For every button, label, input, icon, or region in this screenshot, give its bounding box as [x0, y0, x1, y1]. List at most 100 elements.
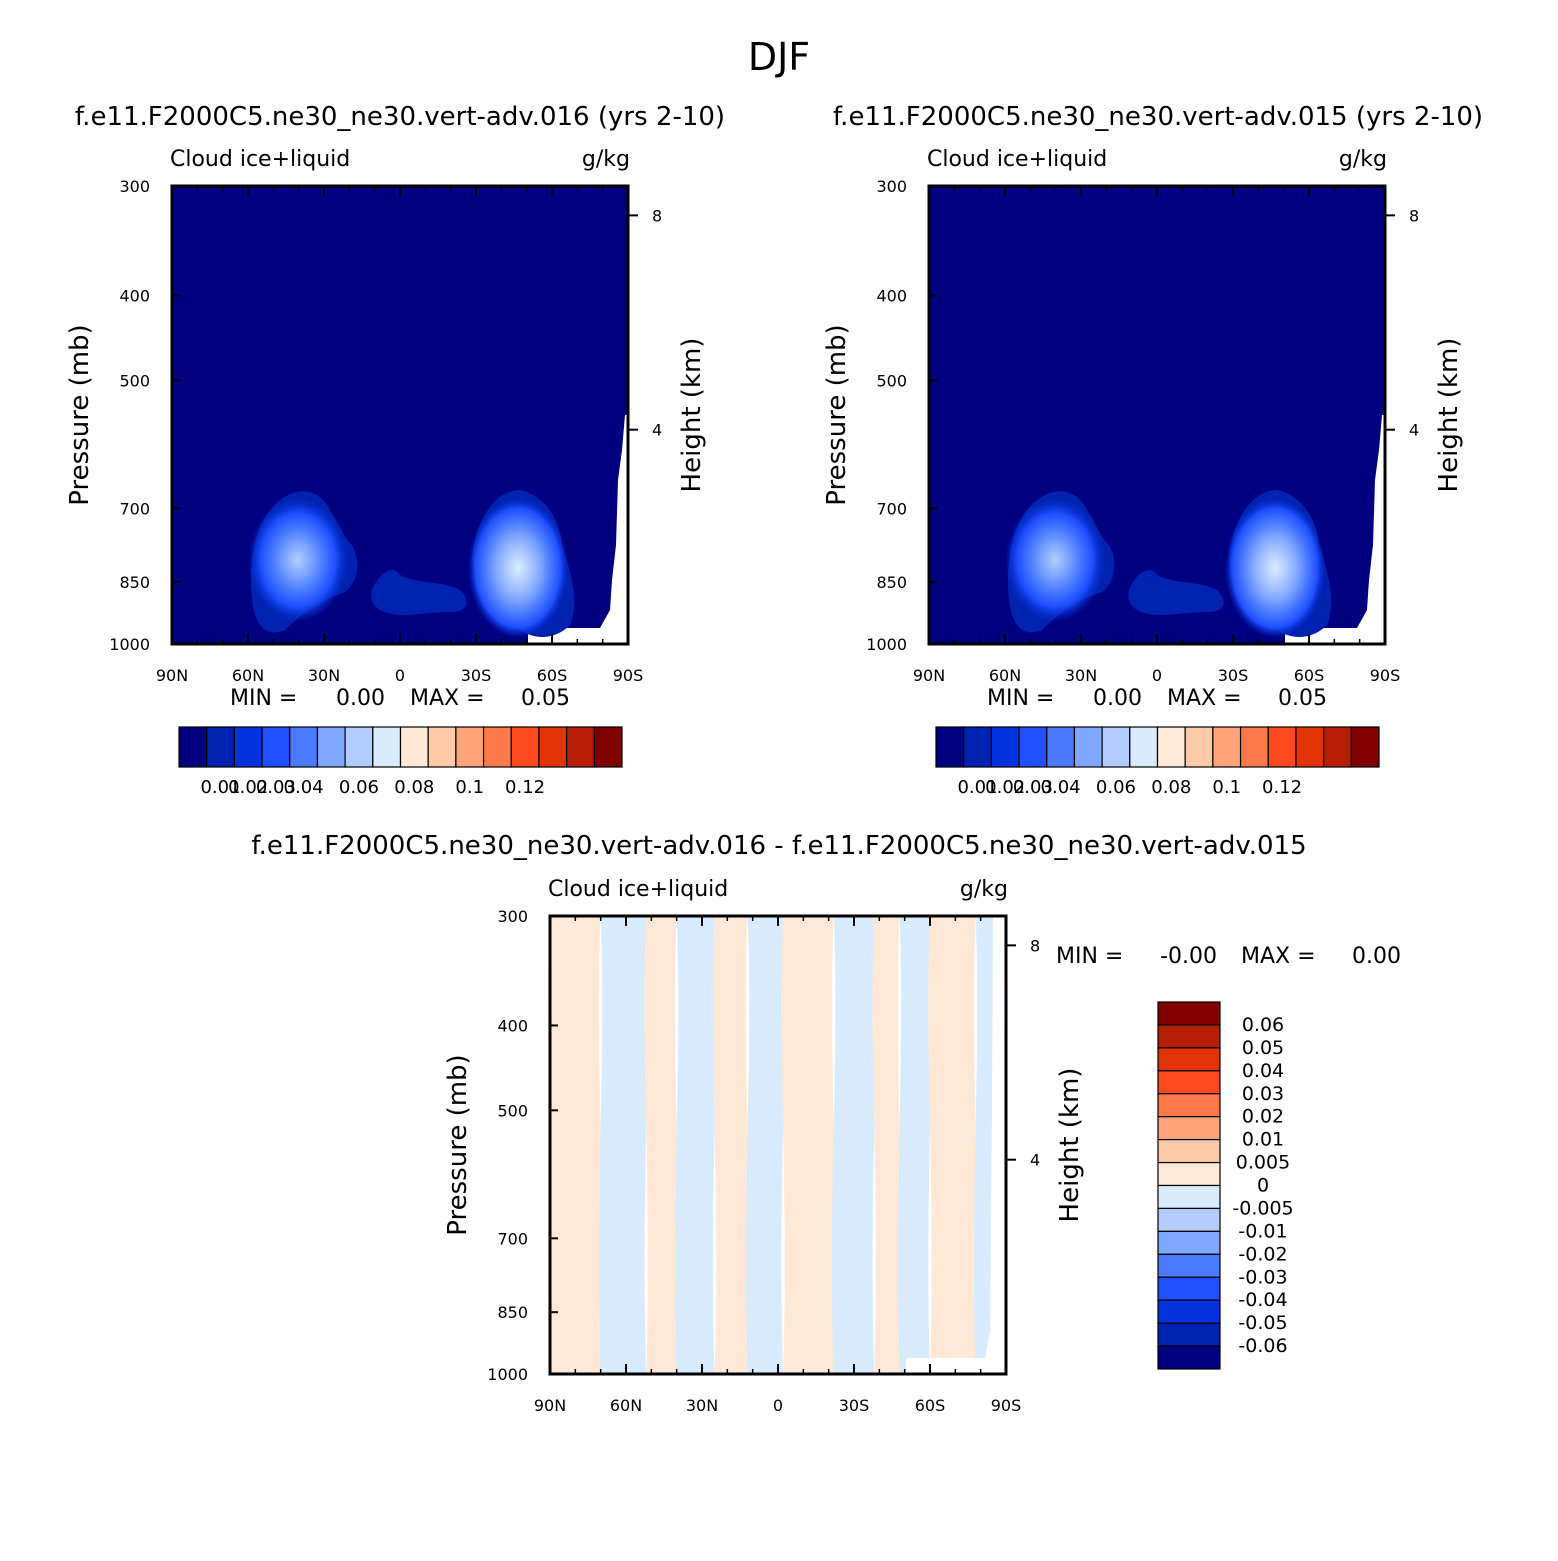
- colorbar-swatch: [1018, 726, 1048, 768]
- diff-band: [598, 916, 648, 1374]
- missing-data-mask: [1285, 415, 1385, 644]
- missing-data-mask: [528, 415, 628, 644]
- units-label: g/kg: [960, 877, 1008, 902]
- colorbar-label: 0.01: [957, 777, 997, 798]
- colorbar-label: 0.03: [1013, 777, 1053, 798]
- colorbar-swatch: [344, 726, 374, 768]
- colorbar-label: 0.04: [1041, 777, 1081, 798]
- colorbar-label: 0.12: [1262, 777, 1302, 798]
- colorbar-swatch: [566, 726, 595, 768]
- colorbar-label: 0.02: [228, 777, 268, 798]
- colorbar-swatch: [1157, 1001, 1221, 1026]
- colorbar-label: 0.005: [1236, 1152, 1290, 1174]
- x-tick-label: 90N: [534, 1396, 566, 1415]
- y-tick-label: 700: [497, 1229, 528, 1248]
- colorbar-swatch: [1239, 726, 1269, 768]
- colorbar-swatch: [1157, 1116, 1221, 1141]
- diff-band: [644, 916, 679, 1374]
- colorbar-swatch: [963, 726, 992, 768]
- colorbar-label: 0.12: [505, 777, 545, 798]
- colorbar: 0.010.020.030.04 0.06 0.08 0.1 0.12: [178, 726, 623, 798]
- diff-band: [897, 916, 932, 1374]
- x-tick-label: 60N: [232, 666, 264, 685]
- variable-label: Cloud ice+liquid: [927, 147, 1107, 172]
- min-value: -0.00: [1160, 944, 1217, 969]
- units-label: g/kg: [1339, 147, 1387, 172]
- colorbar-label: 0.05: [1242, 1037, 1284, 1059]
- min-label: MIN =: [230, 686, 297, 711]
- diff-band: [781, 916, 836, 1374]
- colorbar-swatch: [1157, 1139, 1221, 1164]
- colorbar-label: 0.06: [339, 777, 379, 798]
- colorbar-swatch: [1073, 726, 1103, 768]
- units-label: g/kg: [582, 147, 630, 172]
- colorbar-label: 0.02: [1242, 1106, 1284, 1128]
- colorbar-swatch: [455, 726, 485, 768]
- colorbar-label: -0.01: [1238, 1220, 1287, 1242]
- min-value: 0.00: [1093, 686, 1142, 711]
- colorbar-label: -0.005: [1232, 1197, 1293, 1219]
- colorbar-swatch: [1157, 1230, 1221, 1255]
- colorbar-swatch: [1157, 1161, 1221, 1187]
- y-tick-label: 700: [119, 499, 150, 518]
- colorbar-swatch: [1157, 1345, 1221, 1370]
- panel-title: f.e11.F2000C5.ne30_ne30.vert-adv.015 (yr…: [833, 102, 1483, 132]
- x-tick-label: 0: [773, 1396, 783, 1415]
- colorbar-label: 0.04: [1242, 1060, 1284, 1082]
- y2-tick-label: 4: [652, 421, 662, 440]
- diff-band: [928, 916, 978, 1374]
- y-tick-label: 400: [876, 286, 907, 305]
- colorbar: 0.010.020.030.04 0.06 0.08 0.1 0.12: [935, 726, 1380, 798]
- diff-band: [745, 916, 785, 1374]
- colorbar-label: 0.08: [394, 777, 434, 798]
- x-tick-label: 90N: [156, 666, 188, 685]
- colorbar-label: -0.02: [1238, 1243, 1287, 1265]
- colorbar-swatch: [482, 726, 512, 768]
- panel-left: f.e11.F2000C5.ne30_ne30.vert-adv.016 (yr…: [65, 102, 725, 798]
- colorbar-swatch: [538, 726, 568, 768]
- y2-tick-label: 8: [1409, 206, 1419, 225]
- colorbar-swatch: [1184, 726, 1214, 768]
- x-tick-label: 60N: [989, 666, 1021, 685]
- diff-band: [872, 916, 902, 1374]
- y-tick-label: 1000: [109, 635, 150, 654]
- colorbar-label: -0.04: [1238, 1289, 1287, 1311]
- x-tick-label: 30S: [839, 1396, 870, 1415]
- colorbar-swatch: [510, 726, 540, 768]
- colorbar-swatch: [1212, 726, 1242, 768]
- y-tick-label: 300: [497, 907, 528, 926]
- colorbar-swatch: [1295, 726, 1325, 768]
- max-label: MAX =: [1241, 944, 1316, 969]
- colorbar-swatch: [1157, 1322, 1221, 1347]
- ylabel: Pressure (mb): [822, 324, 852, 505]
- diff-band: [832, 916, 876, 1374]
- x-tick-label: 30N: [686, 1396, 718, 1415]
- plot-field: [929, 186, 1385, 644]
- max-value: 0.05: [1278, 686, 1327, 711]
- y2-tick-label: 4: [1409, 421, 1419, 440]
- colorbar-label: 0.03: [256, 777, 296, 798]
- colorbar: 0.060.050.040.030.020.010.0050-0.005-0.0…: [1157, 1001, 1294, 1370]
- colorbar-swatch: [427, 726, 457, 768]
- colorbar-label: 0.01: [1242, 1129, 1284, 1151]
- axis-layer: 90N 60N 30N 0 30S 60S 90S 300 400 500 700 850 1000 8 4: [109, 177, 662, 685]
- variable-label: Cloud ice+liquid: [170, 147, 350, 172]
- panel-right: f.e11.F2000C5.ne30_ne30.vert-adv.015 (yr…: [822, 102, 1483, 798]
- colorbar-swatch: [1157, 1299, 1221, 1324]
- min-label: MIN =: [987, 686, 1054, 711]
- colorbar-label: 0.03: [1242, 1083, 1284, 1105]
- colorbar-swatch: [1267, 726, 1297, 768]
- min-label: MIN =: [1056, 944, 1123, 969]
- colorbar-swatch: [1156, 726, 1186, 768]
- missing-data-mask: [906, 916, 1006, 1374]
- ylabel-right: Height (km): [677, 338, 707, 493]
- x-tick-label: 60N: [610, 1396, 642, 1415]
- y-tick-label: 400: [497, 1016, 528, 1035]
- axis-layer: 90N 60N 30N 0 30S 60S 90S 300 400 500 700 850 1000 8 4: [866, 177, 1419, 685]
- colorbar-label: -0.06: [1238, 1335, 1287, 1357]
- colorbar-label: 0.01: [200, 777, 240, 798]
- colorbar-label: 0.06: [1242, 1014, 1284, 1036]
- colorbar-swatch: [593, 726, 623, 768]
- colorbar-swatch: [1350, 726, 1380, 768]
- colorbar-swatch: [1157, 1070, 1221, 1095]
